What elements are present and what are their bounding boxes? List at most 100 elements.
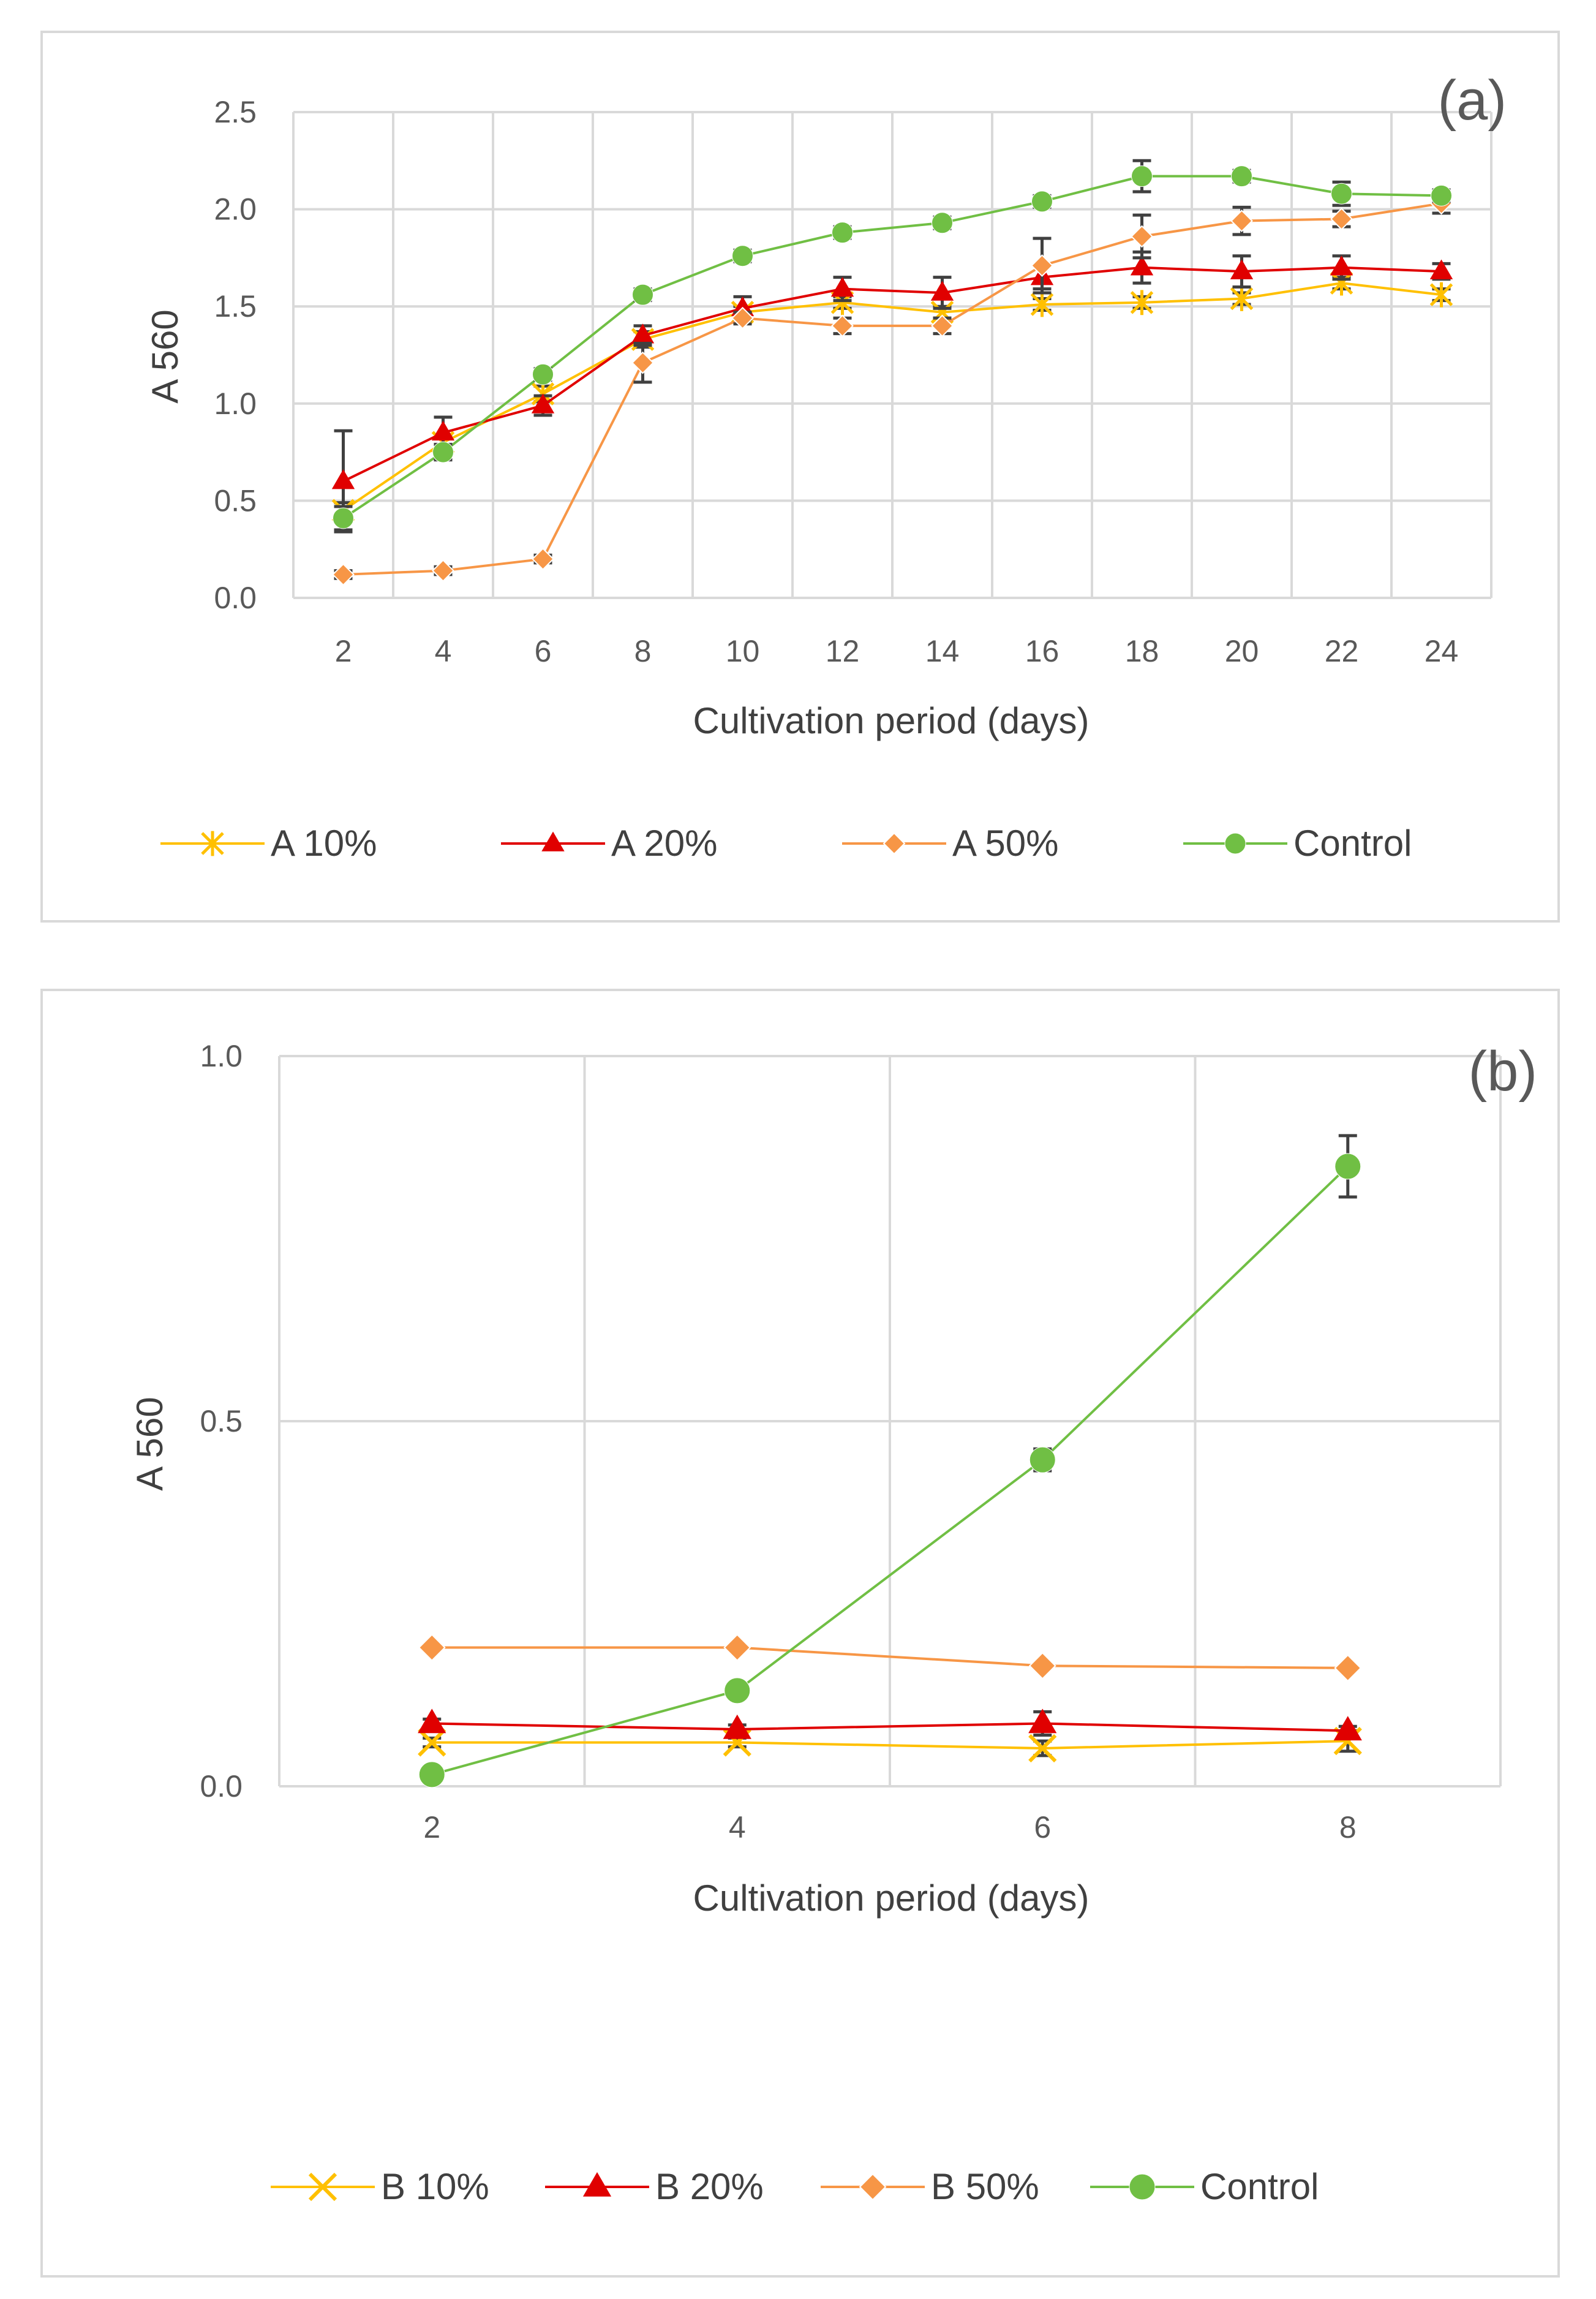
x-tick-label: 6 [1034, 1810, 1051, 1844]
data-point-a-10pct [1230, 286, 1254, 311]
data-point-a-10pct [1429, 282, 1453, 308]
legend-item-b-50pct: B 50% [821, 2166, 1039, 2207]
data-point-a-20pct [1230, 259, 1254, 279]
data-point-control [632, 284, 653, 306]
series-line-a-20pct [342, 266, 1442, 483]
data-point-a-20pct [930, 281, 954, 301]
legend-item-b-20pct: B 20% [545, 2166, 764, 2207]
data-point-b-20pct [723, 1714, 751, 1739]
x-tick-label: 6 [535, 634, 552, 668]
y-tick-label: 0.5 [214, 483, 257, 518]
data-point-a-20pct [531, 393, 555, 413]
y-tick-label: 0.0 [214, 581, 257, 615]
data-point-a-20pct [1130, 255, 1154, 276]
legend-label: A 20% [611, 823, 717, 864]
data-point-control [724, 1677, 751, 1704]
data-point-b-10pct [418, 1728, 446, 1757]
legend-label: Control [1200, 2166, 1319, 2207]
series-line-control [431, 1165, 1349, 1776]
data-point-a-50pct [931, 314, 954, 338]
data-point-control [1334, 1153, 1361, 1180]
series-line-b-20pct [432, 1722, 1348, 1732]
data-point-control [932, 212, 953, 234]
legend-label: B 20% [655, 2166, 764, 2207]
x-tick-label: 8 [634, 634, 652, 668]
panel-label-a: (a) [1438, 69, 1507, 132]
data-point-a-20pct [431, 420, 455, 441]
data-point-control [333, 507, 354, 529]
legend-item-a-10pct: A 10% [160, 823, 377, 864]
x-axis-title-a: Cultivation period (days) [693, 700, 1090, 741]
legend-marker [201, 831, 224, 856]
legend-item-b-10pct: B 10% [271, 2166, 489, 2207]
series-line-control [342, 175, 1442, 519]
y-axis-title-b: A 560 [129, 1397, 170, 1491]
data-point-control [1431, 184, 1452, 206]
x-tick-label: 4 [729, 1810, 746, 1844]
legend-label: A 10% [271, 823, 377, 864]
legend-item-a-50pct: A 50% [842, 823, 1058, 864]
data-point-a-20pct [631, 323, 655, 344]
chart-b-svg: 0.0 0.5 1.0 2 4 6 8 (b) Cultivation period (d… [40, 989, 1560, 2278]
x-tick-label: 24 [1425, 634, 1459, 668]
series-control [333, 159, 1452, 532]
y-tick-label: 1.5 [214, 289, 257, 323]
data-point-a-20pct [830, 277, 854, 297]
data-point-a-10pct [1130, 290, 1154, 315]
legend-label: A 50% [952, 823, 1058, 864]
legend-item-control: Control [1183, 823, 1412, 864]
data-point-control [732, 245, 753, 267]
series-a-20pct [331, 250, 1453, 534]
legend-marker [541, 831, 565, 851]
data-point-control [432, 441, 454, 463]
panel-label-b: (b) [1469, 1040, 1537, 1103]
data-point-a-50pct [731, 306, 754, 330]
series-line-a-10pct [342, 282, 1442, 512]
chart-panel-a: 0.0 0.5 1.0 1.5 2.0 2.5 2 4 6 8 10 12 14 16 18 20 22 24 … [0, 0, 1596, 937]
data-point-b-20pct [418, 1708, 446, 1734]
x-tick-label: 20 [1225, 634, 1259, 668]
data-point-control [418, 1761, 445, 1788]
data-point-control [532, 363, 554, 385]
data-point-a-50pct [1031, 254, 1053, 277]
chart-panel-b: 0.0 0.5 1.0 2 4 6 8 (b) Cultivation period (d… [0, 968, 1596, 2299]
data-point-control [1231, 165, 1252, 187]
y-tick-label: 2.0 [214, 192, 257, 227]
legend-item-a-20pct: A 20% [501, 823, 717, 864]
y-axis-title-a: A 560 [145, 309, 186, 404]
data-point-b-20pct [1333, 1716, 1362, 1741]
x-tick-label: 2 [423, 1810, 440, 1844]
legend-marker [883, 832, 906, 855]
legend-label: Control [1293, 823, 1412, 864]
data-point-a-50pct [831, 314, 854, 338]
x-tick-label: 22 [1325, 634, 1359, 668]
data-point-control [1131, 165, 1153, 187]
chart-a-frame [40, 31, 1560, 923]
series-line-b-10pct [432, 1740, 1348, 1750]
data-point-b-10pct [1028, 1734, 1057, 1763]
x-tick-label: 10 [726, 634, 760, 668]
x-tick-label: 4 [435, 634, 452, 668]
series-b-20pct [418, 1708, 1362, 1741]
legend-marker [1129, 2173, 1156, 2200]
x-tick-label: 12 [826, 634, 860, 668]
series-a-50pct [332, 192, 1453, 586]
series-b-10pct [418, 1726, 1362, 1763]
legend-marker [582, 2172, 612, 2197]
data-point-control [832, 222, 853, 244]
x-tick-label: 8 [1339, 1810, 1357, 1844]
legend-marker [308, 2172, 337, 2202]
y-tick-label: 0.0 [200, 1769, 243, 1803]
data-point-control [1331, 183, 1352, 205]
x-tick-label: 14 [925, 634, 960, 668]
data-point-a-50pct [1330, 208, 1353, 230]
series-line-b-50pct [432, 1646, 1348, 1669]
data-point-b-50pct [1028, 1652, 1056, 1680]
x-axis-title-b: Cultivation period (days) [693, 1878, 1090, 1919]
data-point-control [1031, 191, 1053, 213]
series-b-50pct [418, 1634, 1362, 1682]
data-point-b-50pct [723, 1634, 751, 1661]
y-tick-label: 2.5 [214, 95, 257, 129]
x-tick-label: 2 [335, 634, 352, 668]
data-point-a-50pct [1230, 210, 1253, 233]
